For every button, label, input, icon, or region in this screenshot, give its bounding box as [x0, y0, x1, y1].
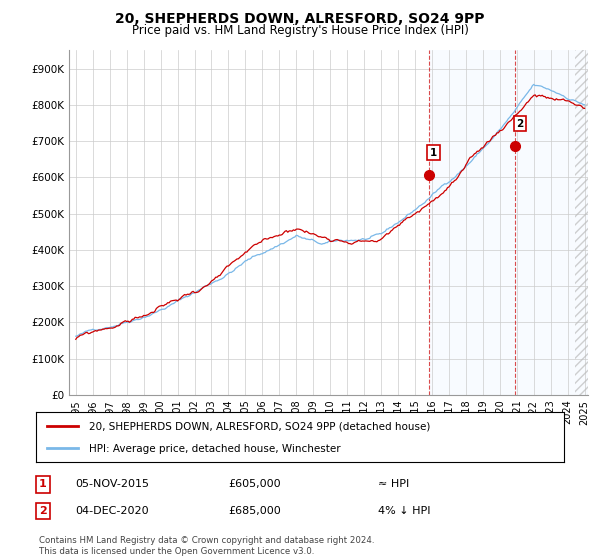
Text: £685,000: £685,000	[228, 506, 281, 516]
Text: 1: 1	[39, 479, 47, 489]
Text: 1: 1	[430, 147, 437, 157]
Text: 20, SHEPHERDS DOWN, ALRESFORD, SO24 9PP: 20, SHEPHERDS DOWN, ALRESFORD, SO24 9PP	[115, 12, 485, 26]
Text: 05-NOV-2015: 05-NOV-2015	[75, 479, 149, 489]
Text: 20, SHEPHERDS DOWN, ALRESFORD, SO24 9PP (detached house): 20, SHEPHERDS DOWN, ALRESFORD, SO24 9PP …	[89, 422, 430, 432]
Text: 04-DEC-2020: 04-DEC-2020	[75, 506, 149, 516]
Text: £605,000: £605,000	[228, 479, 281, 489]
Text: HPI: Average price, detached house, Winchester: HPI: Average price, detached house, Winc…	[89, 444, 340, 454]
Bar	[575, 50, 596, 395]
Text: ≈ HPI: ≈ HPI	[378, 479, 409, 489]
Bar	[429, 50, 588, 395]
Text: 4% ↓ HPI: 4% ↓ HPI	[378, 506, 431, 516]
Text: 2: 2	[39, 506, 47, 516]
Text: 2: 2	[516, 119, 524, 129]
Bar	[575, 50, 596, 395]
Text: Contains HM Land Registry data © Crown copyright and database right 2024.
This d: Contains HM Land Registry data © Crown c…	[39, 536, 374, 556]
Text: Price paid vs. HM Land Registry's House Price Index (HPI): Price paid vs. HM Land Registry's House …	[131, 24, 469, 36]
